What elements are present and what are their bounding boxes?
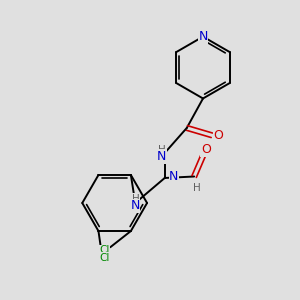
Text: N: N <box>169 170 178 183</box>
Text: O: O <box>213 129 223 142</box>
Text: N: N <box>157 150 166 163</box>
Text: N: N <box>130 200 140 212</box>
Text: H: H <box>158 145 166 155</box>
Text: H: H <box>132 194 140 204</box>
Text: Cl: Cl <box>99 245 110 255</box>
Text: N: N <box>198 30 208 43</box>
Text: Cl: Cl <box>99 253 110 262</box>
Text: O: O <box>201 143 211 157</box>
Text: H: H <box>193 183 201 193</box>
